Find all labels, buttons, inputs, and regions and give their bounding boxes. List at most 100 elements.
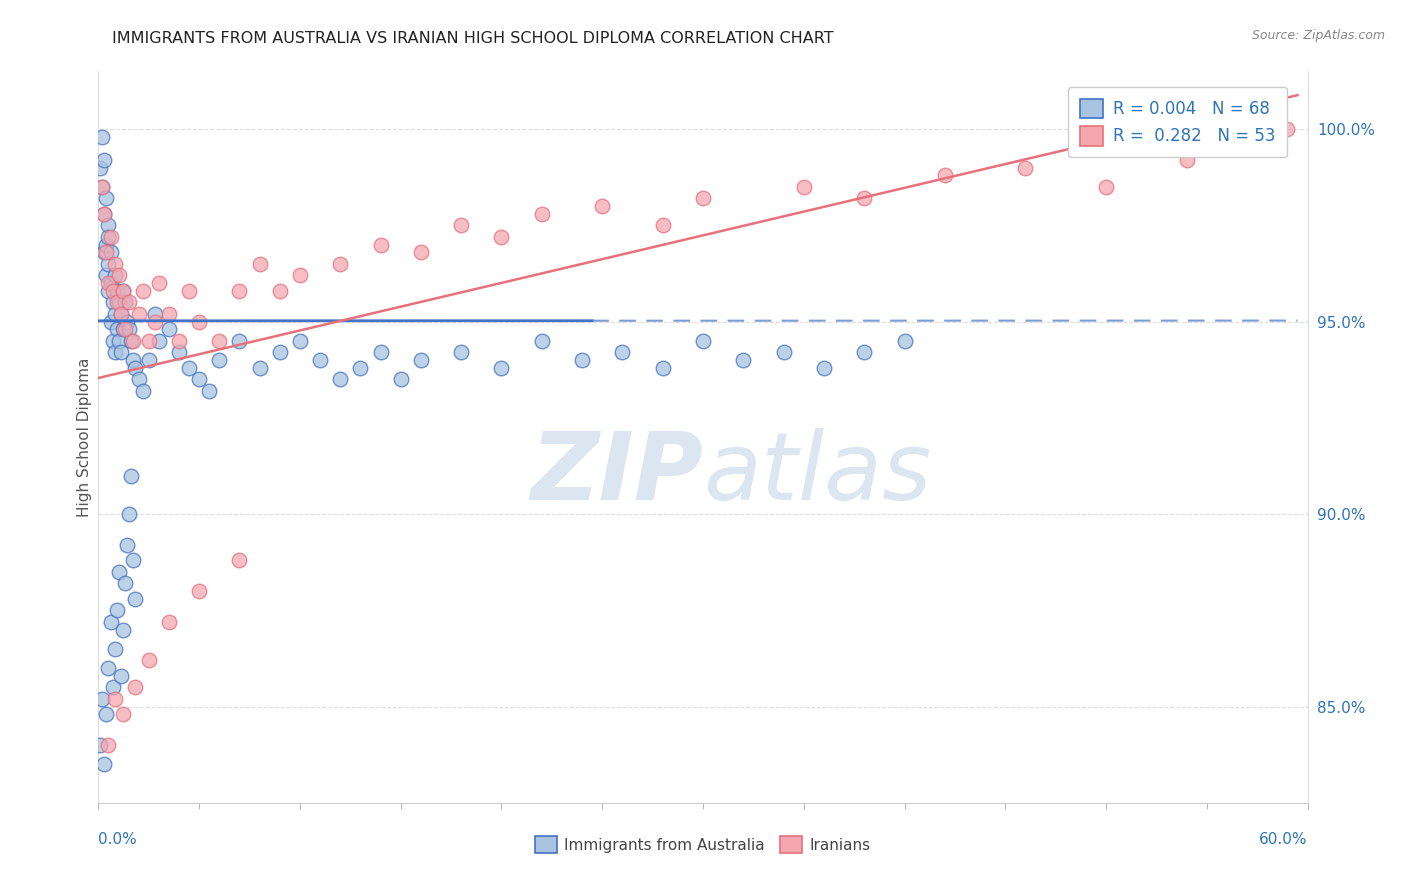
Point: [91, 179, 114, 194]
Point: [138, 334, 160, 348]
Point: [692, 334, 714, 348]
Point: [97, 219, 120, 233]
Point: [118, 507, 141, 521]
Point: [530, 207, 553, 221]
Point: [157, 322, 180, 336]
Point: [110, 307, 132, 321]
Point: [132, 284, 155, 298]
Text: Source: ZipAtlas.com: Source: ZipAtlas.com: [1251, 29, 1385, 42]
Point: [249, 257, 271, 271]
Legend: Immigrants from Australia, Iranians: Immigrants from Australia, Iranians: [527, 828, 879, 861]
Point: [124, 591, 146, 606]
Point: [1014, 161, 1036, 175]
Point: [100, 245, 122, 260]
Point: [349, 360, 371, 375]
Point: [612, 345, 634, 359]
Point: [288, 268, 311, 283]
Y-axis label: High School Diploma: High School Diploma: [77, 358, 91, 516]
Point: [97, 284, 120, 298]
Point: [91, 691, 114, 706]
Point: [103, 307, 125, 321]
Point: [93, 245, 115, 260]
Point: [228, 334, 250, 348]
Point: [111, 623, 134, 637]
Point: [111, 707, 134, 722]
Point: [167, 334, 190, 348]
Point: [148, 334, 170, 348]
Point: [143, 307, 166, 321]
Point: [733, 353, 755, 368]
Point: [692, 191, 714, 205]
Point: [249, 360, 271, 375]
Point: [91, 179, 114, 194]
Point: [115, 315, 138, 329]
Point: [269, 345, 291, 359]
Point: [208, 334, 231, 348]
Point: [97, 661, 120, 675]
Point: [853, 345, 876, 359]
Point: [93, 153, 115, 167]
Point: [813, 360, 835, 375]
Point: [103, 641, 125, 656]
Point: [101, 295, 124, 310]
Point: [329, 257, 352, 271]
Point: [93, 207, 115, 221]
Point: [389, 372, 412, 386]
Point: [100, 276, 122, 290]
Point: [571, 353, 593, 368]
Point: [491, 360, 513, 375]
Point: [103, 691, 125, 706]
Point: [188, 315, 211, 329]
Point: [853, 191, 876, 205]
Point: [97, 230, 120, 244]
Text: 60.0%: 60.0%: [1260, 832, 1308, 847]
Point: [651, 219, 673, 233]
Point: [138, 353, 160, 368]
Point: [1175, 153, 1198, 167]
Point: [93, 757, 115, 772]
Point: [491, 230, 513, 244]
Point: [107, 268, 129, 283]
Point: [105, 284, 128, 298]
Point: [120, 468, 142, 483]
Point: [107, 565, 129, 579]
Point: [157, 307, 180, 321]
Point: [96, 191, 118, 205]
Point: [118, 295, 141, 310]
Point: [450, 219, 472, 233]
Text: atlas: atlas: [703, 428, 931, 519]
Point: [110, 307, 132, 321]
Point: [934, 169, 956, 183]
Point: [198, 384, 221, 398]
Point: [893, 334, 915, 348]
Point: [1277, 122, 1299, 136]
Point: [97, 257, 120, 271]
Point: [121, 353, 143, 368]
Point: [111, 284, 134, 298]
Point: [188, 372, 211, 386]
Point: [1236, 129, 1258, 144]
Point: [101, 284, 124, 298]
Point: [793, 179, 815, 194]
Point: [103, 268, 125, 283]
Point: [96, 237, 118, 252]
Point: [93, 207, 115, 221]
Point: [107, 295, 129, 310]
Point: [651, 360, 673, 375]
Point: [103, 345, 125, 359]
Point: [157, 615, 180, 629]
Point: [409, 353, 432, 368]
Point: [96, 707, 118, 722]
Point: [1095, 179, 1118, 194]
Point: [128, 372, 150, 386]
Point: [179, 284, 201, 298]
Point: [370, 345, 392, 359]
Point: [288, 334, 311, 348]
Point: [91, 129, 114, 144]
Point: [101, 681, 124, 695]
Point: [114, 322, 136, 336]
Point: [100, 230, 122, 244]
Text: IMMIGRANTS FROM AUSTRALIA VS IRANIAN HIGH SCHOOL DIPLOMA CORRELATION CHART: IMMIGRANTS FROM AUSTRALIA VS IRANIAN HIG…: [112, 31, 834, 46]
Point: [179, 360, 201, 375]
Point: [128, 307, 150, 321]
